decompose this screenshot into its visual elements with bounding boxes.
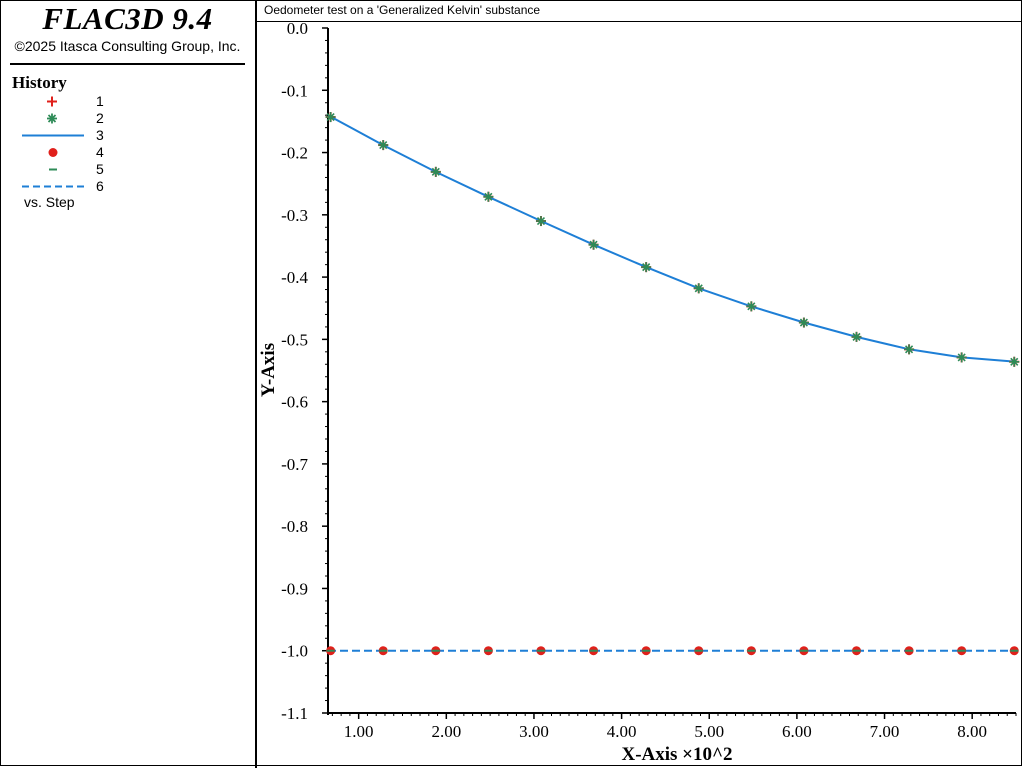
plus-marker-icon — [47, 96, 57, 107]
y-tick-label: -0.7 — [281, 455, 308, 474]
x-tick-label: 5.00 — [694, 722, 724, 741]
series-3-line — [327, 114, 1017, 363]
plot-title-bar — [257, 0, 1022, 22]
dashed-line-icon — [22, 185, 84, 188]
x-tick-labels: 1.00 2.00 3.00 4.00 5.00 6.00 7.00 8.00 — [344, 722, 987, 741]
star-marker-icon — [47, 113, 57, 124]
legend-item-6[interactable]: 6 — [20, 178, 220, 195]
y-tick-label: -0.4 — [281, 268, 308, 287]
series-2-point — [956, 352, 967, 363]
legend-item-label: 4 — [96, 144, 104, 160]
chart-axes — [322, 27, 1017, 719]
legend-item-3[interactable]: 3 — [20, 127, 220, 144]
series-2-point — [798, 317, 809, 328]
legend-item-1[interactable]: 1 — [20, 93, 220, 110]
legend-item-label: 5 — [96, 161, 104, 177]
legend-item-4[interactable]: 4 — [20, 144, 220, 161]
series-2-point — [904, 344, 915, 355]
legend-title: History — [12, 73, 67, 92]
legend-item-label: 6 — [96, 178, 104, 194]
series-2-point — [1009, 356, 1020, 367]
y-tick-labels: 0.0 -0.1 -0.2 -0.3 -0.4 -0.5 -0.6 -0.7 -0.8 -0.9 -… — [281, 22, 308, 723]
y-axis-title: Y-Axis — [258, 343, 279, 397]
dash-marker-icon — [49, 168, 57, 171]
y-tick-label: -1.1 — [281, 704, 308, 723]
series-2-point — [378, 140, 389, 151]
x-tick-label: 1.00 — [344, 722, 374, 741]
series-2-point — [325, 112, 336, 123]
series-2-point — [535, 216, 546, 227]
app-title: FLAC3D 9.4 — [42, 1, 213, 36]
title-divider — [10, 63, 245, 65]
dot-marker-icon — [48, 148, 58, 157]
panel-divider — [255, 0, 257, 768]
plot-title: Oedometer test on a 'Generalized Kelvin'… — [264, 3, 541, 17]
copyright-text: ©2025 Itasca Consulting Group, Inc. — [14, 38, 241, 54]
series-2-point — [430, 166, 441, 177]
history-chart: 0.0 -0.1 -0.2 -0.3 -0.4 -0.5 -0.6 -0.7 -0.8 -0.9 -… — [258, 22, 1020, 765]
y-tick-label: -0.1 — [281, 81, 308, 100]
series-2-point — [693, 283, 704, 294]
legend-item-5[interactable]: 5 — [20, 161, 220, 178]
y-tick-label: -0.3 — [281, 206, 308, 225]
y-tick-label: -0.9 — [281, 579, 308, 598]
series-2-point — [746, 301, 757, 312]
series-2-point — [641, 262, 652, 273]
x-tick-label: 7.00 — [870, 722, 900, 741]
y-tick-label: -1.0 — [281, 642, 308, 661]
legend-item-2[interactable]: 2 — [20, 110, 220, 127]
x-tick-label: 4.00 — [607, 722, 637, 741]
series-2-point — [851, 331, 862, 342]
legend-item-label: 3 — [96, 127, 104, 143]
x-axis-title: X-Axis ×10^2 — [621, 744, 732, 765]
y-tick-label: -0.8 — [281, 517, 308, 536]
solid-line-icon — [22, 134, 84, 137]
y-tick-label: -0.2 — [281, 144, 308, 163]
x-tick-label: 3.00 — [519, 722, 549, 741]
legend-item-label: 1 — [96, 93, 104, 109]
x-tick-label: 6.00 — [782, 722, 812, 741]
legend-item-label: 2 — [96, 110, 104, 126]
y-tick-label: -0.6 — [281, 393, 308, 412]
x-tick-label: 2.00 — [431, 722, 461, 741]
chart-series — [325, 112, 1020, 656]
y-tick-label: 0.0 — [287, 22, 308, 38]
series-2-point — [483, 191, 494, 202]
series-2-point — [588, 239, 599, 250]
legend-vs-label: vs. Step — [24, 194, 75, 210]
x-tick-label: 8.00 — [957, 722, 987, 741]
y-tick-label: -0.5 — [281, 330, 308, 349]
